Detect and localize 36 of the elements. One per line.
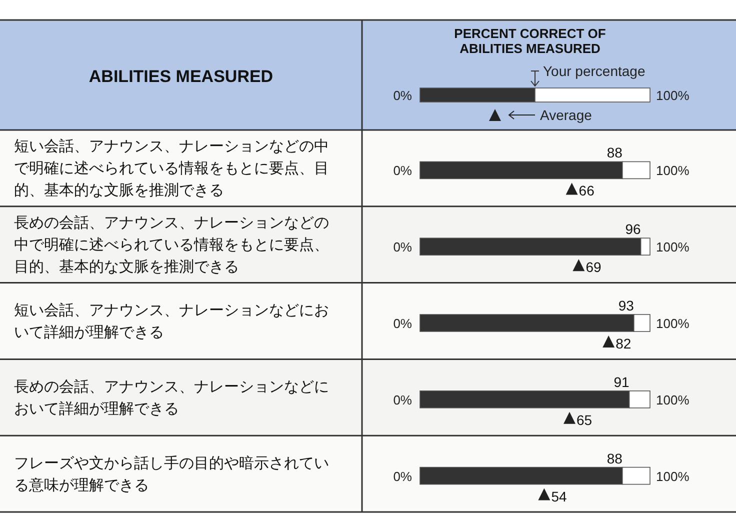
text: 100% (656, 392, 690, 408)
y-tick-label: 短い会話、アナウンス、ナレーションなどにおいて詳細が理解できる (14, 302, 329, 341)
text: 100% (656, 88, 690, 103)
legend-label: Average (540, 107, 592, 123)
data-label: 66 (578, 182, 595, 199)
data-label: 93 (618, 298, 634, 314)
point (564, 412, 576, 424)
data-label: 69 (586, 259, 602, 276)
legend-label: Your percentage (543, 63, 646, 79)
text: 100% (656, 163, 690, 178)
point (566, 182, 578, 195)
y-tick-label: 長めの会話、アナウンス、ナレーションなどの中で明確に述べられている情報をもとに要点、目的、基本的な文脈を推測できる (14, 214, 329, 276)
chart-title: PERCENT CORRECT OF ABILITIES MEASURED (454, 26, 606, 56)
text: 0% (393, 240, 412, 255)
text: 0% (393, 163, 412, 178)
text: 0% (393, 392, 412, 408)
point (538, 488, 550, 500)
y-tick-label: フレーズや文から話し手の目的や暗示されている意味が理解できる (14, 454, 329, 494)
text: 100% (656, 316, 690, 331)
text: 100% (656, 240, 690, 255)
data-label: 88 (606, 450, 623, 466)
point (602, 336, 615, 348)
text: 0% (393, 468, 412, 484)
text: 0% (393, 316, 412, 331)
y-tick-label: 長めの会話、アナウンス、ナレーションなどにおいて詳細が理解できる (14, 378, 329, 418)
y-axis-title: ABILITIES MEASURED (88, 67, 274, 86)
data-label: 91 (614, 374, 630, 390)
data-label: 96 (625, 221, 642, 238)
y-tick-label: 短い会話、アナウンス、ナレーションなどの中で明確に述べられている情報をもとに要点、目的、基本的な文脈を推測できる (14, 138, 329, 200)
data-label: 88 (606, 144, 623, 161)
point (572, 259, 585, 272)
text: 100% (656, 468, 690, 484)
data-label: 82 (616, 336, 632, 352)
text: 0% (393, 88, 412, 103)
data-label: 54 (551, 488, 567, 504)
data-label: 65 (576, 412, 592, 428)
